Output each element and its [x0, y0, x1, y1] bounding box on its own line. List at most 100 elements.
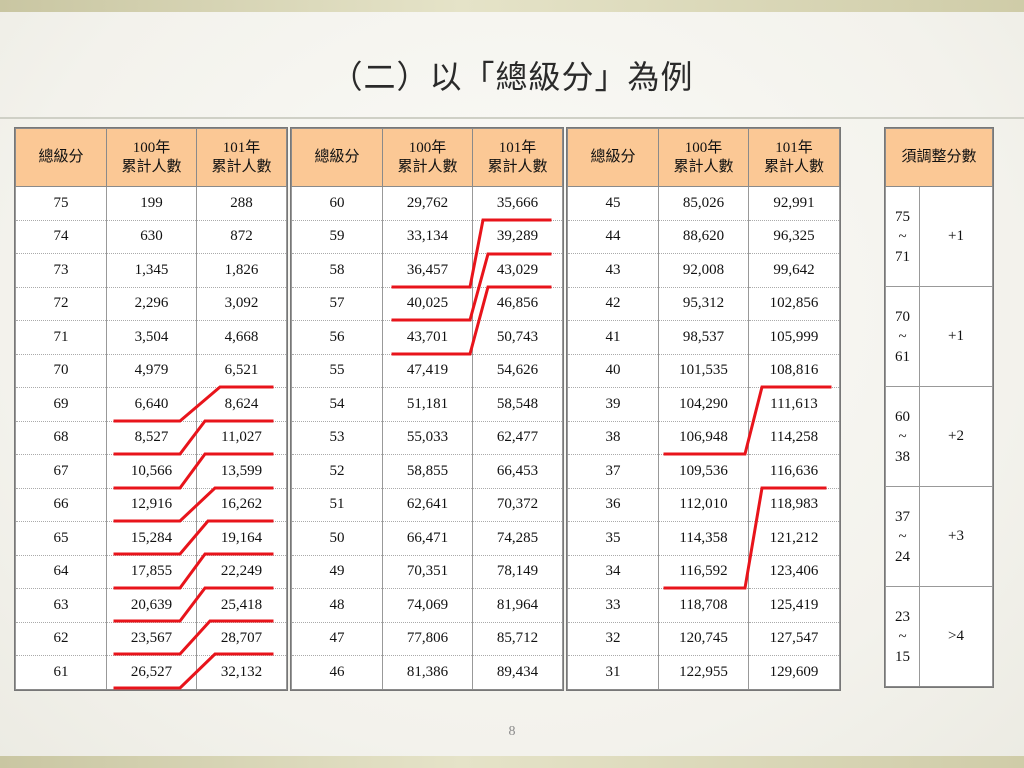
table-row: 36 112,010 118,983: [567, 488, 840, 522]
header-score: 總級分: [15, 128, 107, 187]
score-cell: 37: [567, 454, 659, 489]
score-cell: 52: [291, 454, 383, 489]
score-table-2: 總級分 100年 累計人數 101年 累計人數 60 29,762 35,666 59 33…: [290, 127, 564, 691]
count-100-cell: 66,471: [382, 521, 473, 556]
table-row: 44 88,620 96,325: [567, 220, 840, 254]
count-100-cell: 33,134: [382, 220, 473, 254]
count-101-cell: 62,477: [472, 421, 563, 455]
marker-line: [113, 619, 274, 656]
marker-line: [113, 586, 274, 623]
count-101-cell: 121,212: [748, 521, 840, 556]
count-100-cell: 81,386: [382, 655, 473, 690]
table-header-row: 總級分 100年 累計人數 101年 累計人數: [567, 128, 840, 187]
table-header-row: 總級分 100年 累計人數 101年 累計人數: [291, 128, 563, 187]
header-year-100: 100年 累計人數: [106, 128, 197, 187]
adjustment-row: 60 ~38 +2: [885, 386, 994, 487]
score-cell: 41: [567, 320, 659, 355]
marker-line: [113, 452, 274, 490]
count-100-cell: 112,010: [658, 488, 749, 522]
top-decorative-band: [0, 0, 1024, 12]
count-101-cell: 114,258: [748, 421, 840, 455]
count-101-cell: 13,599: [196, 454, 287, 489]
count-100-cell: 88,620: [658, 220, 749, 254]
table-row: 31 122,955 129,609: [567, 655, 840, 690]
count-101-cell: 102,856: [748, 287, 840, 321]
count-101-cell: 35,666: [472, 186, 563, 221]
count-100-cell: 116,592: [658, 555, 749, 589]
marker-line: [113, 419, 274, 456]
score-cell: 54: [291, 387, 383, 422]
marker-lines: [113, 218, 832, 690]
count-101-cell: 92,991: [748, 186, 840, 221]
count-100-cell: 92,008: [658, 253, 749, 288]
count-101-cell: 32,132: [196, 655, 287, 690]
score-cell: 56: [291, 320, 383, 355]
adjustment-value: +1: [918, 286, 994, 387]
count-100-cell: 55,033: [382, 421, 473, 455]
count-101-cell: 111,613: [748, 387, 840, 422]
table-row: 54 51,181 58,548: [291, 387, 563, 422]
header-year-101: 101年 累計人數: [748, 128, 840, 187]
table-row: 48 74,069 81,964: [291, 588, 563, 623]
adjustment-row: 23 ~15 >4: [885, 586, 994, 687]
table-row: 57 40,025 46,856: [291, 287, 563, 321]
header-year-100: 100年 累計人數: [658, 128, 749, 187]
score-cell: 35: [567, 521, 659, 556]
score-cell: 65: [15, 521, 107, 556]
score-cell: 64: [15, 555, 107, 589]
score-cell: 75: [15, 186, 107, 221]
table-row: 53 55,033 62,477: [291, 421, 563, 455]
count-101-cell: 3,092: [196, 287, 287, 321]
score-cell: 31: [567, 655, 659, 690]
count-100-cell: 199: [106, 186, 197, 221]
count-101-cell: 89,434: [472, 655, 563, 690]
adjustment-value: +1: [918, 186, 994, 287]
count-100-cell: 29,762: [382, 186, 473, 221]
score-table-3: 總級分 100年 累計人數 101年 累計人數 45 85,026 92,991 44 88…: [566, 127, 841, 691]
table-row: 35 114,358 121,212: [567, 521, 840, 556]
count-101-cell: 872: [196, 220, 287, 254]
score-cell: 38: [567, 421, 659, 455]
header-year-101: 101年 累計人數: [472, 128, 563, 187]
count-101-cell: 54,626: [472, 354, 563, 388]
count-101-cell: 4,668: [196, 320, 287, 355]
title-divider-line: [0, 117, 1024, 119]
count-101-cell: 123,406: [748, 555, 840, 589]
marker-line: [391, 218, 552, 289]
count-101-cell: 85,712: [472, 622, 563, 656]
score-cell: 34: [567, 555, 659, 589]
count-101-cell: 116,636: [748, 454, 840, 489]
table-row: 71 3,504 4,668: [15, 320, 287, 355]
count-100-cell: 4,979: [106, 354, 197, 388]
table-row: 61 26,527 32,132: [15, 655, 287, 690]
score-cell: 51: [291, 488, 383, 522]
count-101-cell: 129,609: [748, 655, 840, 690]
score-cell: 49: [291, 555, 383, 589]
count-100-cell: 40,025: [382, 287, 473, 321]
table-row: 41 98,537 105,999: [567, 320, 840, 355]
score-cell: 66: [15, 488, 107, 522]
count-101-cell: 11,027: [196, 421, 287, 455]
count-101-cell: 66,453: [472, 454, 563, 489]
count-101-cell: 58,548: [472, 387, 563, 422]
marker-line: [113, 519, 274, 556]
adjustment-row: 37 ~24 +3: [885, 486, 994, 587]
score-cell: 42: [567, 287, 659, 321]
count-101-cell: 78,149: [472, 555, 563, 589]
table-row: 40 101,535 108,816: [567, 354, 840, 388]
score-cell: 45: [567, 186, 659, 221]
score-table-1: 總級分 100年 累計人數 101年 累計人數 75 199 288 74 630 872 73…: [14, 127, 288, 691]
marker-line: [113, 552, 274, 590]
marker-line: [113, 652, 274, 690]
table-row: 60 29,762 35,666: [291, 186, 563, 221]
adjustment-value: +3: [918, 486, 994, 587]
table-row: 56 43,701 50,743: [291, 320, 563, 355]
count-100-cell: 58,855: [382, 454, 473, 489]
count-100-cell: 3,504: [106, 320, 197, 355]
slide-title: （二）以「總級分」為例: [330, 59, 694, 95]
count-100-cell: 104,290: [658, 387, 749, 422]
count-101-cell: 39,289: [472, 220, 563, 254]
count-100-cell: 6,640: [106, 387, 197, 422]
table-row: 46 81,386 89,434: [291, 655, 563, 690]
count-101-cell: 22,249: [196, 555, 287, 589]
